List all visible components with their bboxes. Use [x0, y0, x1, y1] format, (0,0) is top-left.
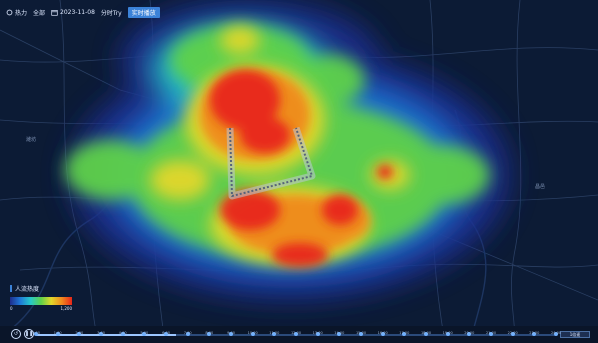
timeline-tick[interactable] — [120, 332, 125, 336]
timeline-tick-label: 1:00 — [53, 331, 62, 335]
pause-button[interactable]: ❚❚ — [24, 329, 34, 339]
toolbar-item-all-label: 全部 — [33, 9, 46, 17]
realtime-play-button[interactable]: 实时播放 — [127, 6, 160, 18]
timeline-tick-label: 9:00 — [227, 331, 235, 335]
timeline-tick-label: 18:00 — [420, 331, 432, 335]
timeline-tick-label: 24:00 — [550, 331, 562, 335]
timeline-tick[interactable] — [272, 332, 277, 336]
toolbar-item-heat[interactable]: 热力 — [6, 8, 27, 17]
toolbar-date-value: 2023-11-08 — [60, 8, 95, 16]
top-toolbar: 热力 全部 2023-11-08 分时Try 实时播放 — [6, 5, 160, 19]
timeline-tick[interactable] — [337, 332, 342, 336]
timeline-tick[interactable] — [55, 332, 60, 336]
timeline-tick[interactable] — [207, 332, 212, 336]
timeline-tick[interactable] — [532, 332, 537, 336]
timeline-tick[interactable] — [402, 332, 407, 336]
timeline-tick-label: 17:00 — [399, 331, 410, 335]
timeline-tick[interactable] — [359, 332, 363, 336]
timeline-tick[interactable] — [294, 332, 298, 336]
timeline-tick[interactable] — [142, 332, 147, 336]
timeline-tick[interactable] — [380, 332, 385, 336]
timeline-tick-label: 6:00 — [162, 331, 170, 335]
timeline-tick-label: 8:00 — [205, 331, 214, 335]
heat-legend: 人流热度 0 1,200 — [10, 284, 80, 318]
timeline-tick[interactable] — [489, 332, 493, 336]
timeline-tick-label: 3:00 — [97, 331, 105, 335]
legend-max: 1,200 — [60, 306, 72, 311]
legend-accent-bar — [10, 285, 12, 292]
timeline-tick-label: 21:00 — [485, 331, 497, 335]
timeline-tick-label: 11:00 — [269, 331, 280, 335]
calendar-icon — [51, 9, 58, 16]
timeline-tick[interactable] — [77, 332, 82, 336]
timeline-progress — [36, 334, 177, 336]
toolbar-item-date[interactable]: 2023-11-08 — [51, 9, 95, 16]
rewind-icon: ↺ — [13, 331, 19, 337]
timeline-tick[interactable] — [424, 332, 428, 336]
timeline-tick-label: 16:00 — [377, 331, 388, 335]
timeline-tick[interactable] — [510, 332, 515, 336]
timeline-tick-label: 14:00 — [334, 331, 345, 335]
timeline-track[interactable] — [34, 332, 558, 336]
timeline-tick[interactable] — [467, 332, 472, 336]
timeline-bar: ↺ ❚❚ 1倍速 0:00 1:00 2:00 3:00 4:00 5:00 6:00 7:0… — [0, 326, 598, 343]
timeline-tick-label: 10:00 — [247, 331, 258, 335]
timeline-tick-label: 12:00 — [290, 331, 302, 335]
timeline-tick-label: 0:00 — [32, 331, 40, 335]
timeline-tick-label: 15:00 — [355, 331, 367, 335]
legend-min: 0 — [10, 306, 13, 311]
route-highlight[interactable] — [226, 126, 316, 200]
timeline-tick-label: 19:00 — [442, 331, 453, 335]
timeline-tick-label: 22:00 — [507, 331, 518, 335]
timeline-tick[interactable] — [34, 332, 38, 336]
timeline-tick[interactable] — [185, 332, 190, 336]
timeline-tick-label: 5:00 — [140, 331, 149, 335]
timeline-tick-label: 2:00 — [75, 331, 84, 335]
legend-color-ramp — [10, 297, 72, 305]
timeline-tick[interactable] — [445, 332, 450, 336]
timeline-tick-label: 7:00 — [183, 331, 192, 335]
timeline-tick-label: 13:00 — [312, 331, 323, 335]
toolbar-item-period[interactable]: 分时Try — [101, 8, 122, 17]
toolbar-item-all[interactable]: 全部 — [33, 8, 45, 17]
map-label-right: 昌邑 — [535, 184, 545, 190]
timeline-tick[interactable] — [164, 332, 168, 336]
rewind-button[interactable]: ↺ — [11, 329, 21, 339]
toolbar-item-heat-label: 热力 — [15, 9, 28, 17]
toolbar-period-label: 分时Try — [100, 9, 122, 17]
pause-icon: ❚❚ — [24, 331, 34, 337]
flame-icon — [6, 9, 13, 15]
playback-speed-select[interactable]: 1倍速 — [560, 331, 590, 338]
timeline-tick[interactable] — [250, 332, 255, 336]
timeline-tick[interactable] — [554, 332, 558, 336]
heat-layer-red — [210, 70, 393, 267]
timeline-tick-label: 20:00 — [464, 331, 475, 335]
timeline-tick[interactable] — [229, 332, 233, 336]
timeline-tick[interactable] — [315, 332, 320, 336]
timeline-tick[interactable] — [99, 332, 103, 336]
map-label-left: 潍坊 — [26, 136, 36, 143]
timeline-tick-label: 4:00 — [118, 331, 127, 335]
timeline-tick-label: 23:00 — [529, 331, 540, 335]
legend-title: 人流热度 — [15, 286, 40, 293]
